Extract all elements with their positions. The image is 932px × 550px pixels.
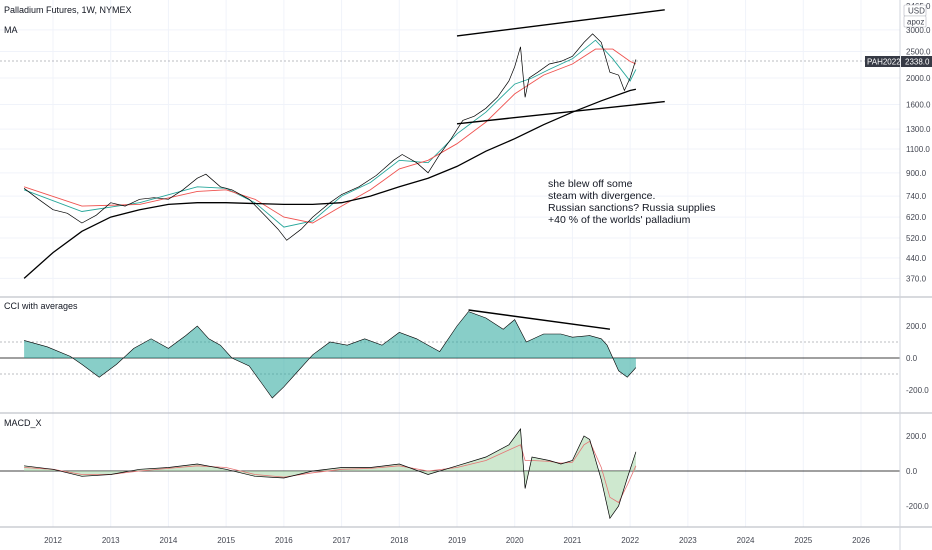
vertical-gridlines [52,0,862,527]
time-axis-tick: 2015 [217,536,235,545]
chart-title: Palladium Futures, 1W, NYMEX [4,5,132,15]
price-axis-ticks: 3000.0 2500.0 2000.0 1600.0 1300.0 1100.0 900.… [906,26,931,284]
moving-average-lines [23,39,637,279]
symbol-tag [865,56,900,67]
last-price-tag [901,56,932,67]
cci-axis-tick: 0.0 [906,354,918,363]
price-axis-tick: 2000.0 [906,74,931,83]
annotation-line-2: steam with divergence. [548,190,655,202]
macd-axis-tick: 0.0 [906,467,918,476]
annotation-line-3: Russian sanctions? Russia supplies [548,202,716,214]
time-axis-tick: 2021 [564,536,582,545]
cci-line [24,311,637,399]
price-axis-tick: 3000.0 [906,26,931,35]
macd-axis-tick: 200.0 [906,432,927,441]
time-axis-tick: 2014 [160,536,178,545]
cci-area-fill [24,311,636,398]
cci-pane[interactable]: CCI with averages [0,301,900,399]
price-axis[interactable]: 3465.0 USD apoz 3000.02500.02000.01600.0… [865,0,932,550]
price-axis-tick: 740.0 [906,192,927,201]
macd-title: MACD_X [4,418,42,428]
moving-average-line [23,39,637,228]
scale-mode-badge[interactable] [903,15,927,28]
macd-axis-ticks: 200.0 0.0 -200.0 [906,432,929,511]
price-axis-tick: 1100.0 [906,145,930,154]
price-axis-tick: 900.0 [906,169,927,178]
price-gridlines [0,29,900,279]
price-pane[interactable]: Palladium Futures, 1W, NYMEX MA she blew… [0,5,900,279]
annotation-line-4: +40 % of the worlds' palladium [548,214,691,226]
last-price-label: 2338.0 [905,58,930,67]
time-axis-tick: 2024 [737,536,755,545]
moving-average-line [23,88,637,279]
chart-subtitle: MA [4,25,18,35]
time-axis-tick: 2022 [621,536,639,545]
time-axis-tick: 2013 [102,536,120,545]
time-axis-tick: 2026 [852,536,870,545]
price-series-line[interactable] [23,33,637,241]
macd-signal-line [24,440,637,504]
price-axis-tick: 2500.0 [906,47,931,56]
price-axis-tick: 370.0 [906,274,927,283]
symbol-tag-label: PAH2022 [867,58,901,67]
price-axis-tick: 520.0 [906,234,927,243]
time-axis-tick: 2023 [679,536,697,545]
time-axis-tick: 2019 [448,536,466,545]
time-axis[interactable]: 2012 2013 2014 2015 2016 2017 2018 2019 2020 2021… [44,536,870,545]
channel-line-lower [456,100,665,125]
time-axis-tick: 2017 [333,536,351,545]
annotation-line-1: she blew off some [548,178,633,190]
annotation-text: she blew off some steam with divergence.… [548,178,716,226]
time-axis-tick: 2018 [390,536,408,545]
macd-pane[interactable]: MACD_X [0,418,900,520]
cci-axis-tick: 200.0 [906,322,927,331]
macd-axis-tick: -200.0 [906,502,929,511]
currency-label: USD [908,7,925,16]
time-axis-tick: 2025 [794,536,812,545]
price-axis-tick: 1300.0 [906,125,931,134]
price-axis-tick: 620.0 [906,213,927,222]
price-axis-tick: 440.0 [906,254,927,263]
macd-line [24,428,637,520]
scale-mode-label: apoz [907,18,924,27]
price-axis-tick: 1600.0 [906,101,931,110]
channel-line-upper [456,9,665,37]
price-channel [456,9,665,125]
cci-axis-ticks: 200.0 0.0 -200.0 [906,322,929,395]
moving-average-line [23,48,637,224]
time-axis-tick: 2016 [275,536,293,545]
time-axis-tick: 2012 [44,536,62,545]
cci-title: CCI with averages [4,301,78,311]
time-axis-tick: 2020 [506,536,524,545]
cci-divergence-line [468,309,611,330]
cci-axis-tick: -200.0 [906,386,929,395]
